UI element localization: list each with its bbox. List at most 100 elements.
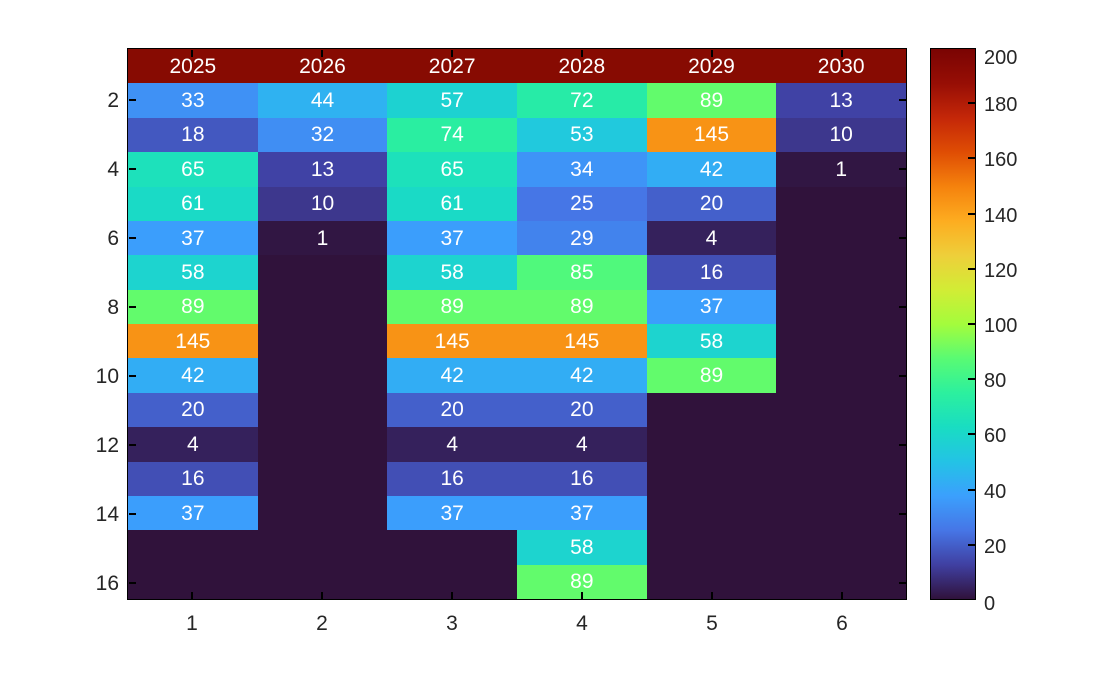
heatmap-cell-r15c4: 58 (517, 530, 647, 565)
heatmap-cell-r12c3: 4 (387, 427, 517, 462)
axis-tick-mark (841, 49, 843, 57)
heatmap-cell-r1c4: 2028 (517, 49, 647, 84)
y-tick-label-4: 4 (107, 157, 119, 181)
axis-tick-mark (321, 591, 323, 599)
heatmap-cell-r10c6 (776, 358, 906, 393)
heatmap-cell-r5c3: 61 (387, 186, 517, 221)
heatmap-cell-r1c5: 2029 (646, 49, 777, 84)
heatmap-cell-r5c4: 25 (517, 186, 647, 221)
heatmap-cell-r2c4: 72 (517, 83, 647, 118)
heatmap-cell-r7c1: 58 (128, 255, 258, 290)
axis-tick-mark (898, 167, 906, 170)
heatmap-cell-r6c2: 1 (257, 220, 388, 256)
heatmap-cell-r6c6 (776, 220, 906, 256)
heatmap-cell-r13c4: 16 (517, 461, 647, 496)
axis-tick-mark (898, 98, 906, 101)
heatmap-cell-r8c2 (257, 289, 388, 324)
heatmap-cell-r11c2 (257, 392, 388, 428)
axis-tick-mark (898, 581, 906, 584)
heatmap-cell-r7c6 (776, 255, 906, 290)
heatmap-cell-r2c2: 44 (257, 83, 388, 118)
axis-tick-mark (191, 591, 193, 599)
heatmap-cell-r9c6 (776, 324, 906, 359)
heatmap-cell-r4c3: 65 (387, 152, 517, 187)
heatmap-cell-r11c5 (646, 392, 777, 428)
heatmap-cell-r7c3: 58 (387, 255, 517, 290)
colorbar-tick-label-0: 0 (984, 593, 996, 615)
heatmap-cell-r13c1: 16 (128, 461, 258, 496)
colorbar-tick-label-100: 100 (984, 315, 1018, 337)
heatmap-cell-r6c4: 29 (517, 220, 647, 256)
axis-tick-mark (898, 236, 906, 239)
y-tick-label-2: 2 (107, 88, 119, 112)
heatmap-cell-r8c4: 89 (517, 289, 647, 324)
heatmap-cell-r9c5: 58 (646, 324, 777, 359)
heatmap-cell-r5c6 (776, 186, 906, 221)
axis-tick-mark (128, 512, 136, 515)
heatmap-cell-r9c1: 145 (128, 324, 258, 359)
heatmap-cell-r2c1: 33 (128, 83, 258, 118)
heatmap-cell-r2c5: 89 (646, 83, 777, 118)
colorbar-tick-mark (967, 488, 975, 491)
y-tick-label-8: 8 (107, 295, 119, 319)
heatmap-cell-r10c1: 42 (128, 358, 258, 393)
axis-tick-mark (898, 374, 906, 377)
colorbar-tick-label-200: 200 (984, 47, 1018, 69)
heatmap-cell-r9c3: 145 (387, 324, 517, 359)
heatmap-cell-r5c2: 10 (257, 186, 388, 221)
heatmap-cell-r15c3 (387, 530, 517, 565)
heatmap-cell-r6c3: 37 (387, 220, 517, 256)
axis-tick-mark (128, 374, 136, 377)
heatmap-cell-r3c1: 18 (128, 117, 258, 153)
x-tick-label-6: 6 (836, 612, 848, 635)
colorbar-tick-mark (967, 378, 975, 381)
axis-tick-mark (898, 305, 906, 308)
heatmap-cell-r7c4: 85 (517, 255, 647, 290)
heatmap-cell-r3c2: 32 (257, 117, 388, 153)
heatmap-cell-r12c1: 4 (128, 427, 258, 462)
colorbar-tick-label-140: 140 (984, 204, 1018, 227)
axis-tick-mark (128, 98, 136, 101)
heatmap-cell-r11c3: 20 (387, 392, 517, 428)
heatmap-cell-r1c3: 2027 (387, 49, 517, 84)
axis-tick-mark (841, 591, 843, 599)
axis-tick-mark (451, 49, 453, 57)
heatmap-cell-r3c5: 145 (646, 117, 777, 153)
heatmap-cell-r9c2 (257, 324, 388, 359)
heatmap-cell-r14c5 (646, 495, 777, 531)
heatmap-cell-r15c2 (257, 530, 388, 565)
heatmap-cell-r13c2 (257, 461, 388, 496)
axis-tick-mark (321, 49, 323, 57)
colorbar-tick-mark (967, 267, 975, 270)
heatmap-cell-r7c5: 16 (646, 255, 777, 290)
heatmap-cell-r2c6: 13 (776, 83, 906, 118)
colorbar-tick-label-40: 40 (984, 480, 1007, 503)
axis-tick-mark (128, 305, 136, 308)
colorbar-tick-label-180: 180 (984, 94, 1018, 117)
x-tick-label-3: 3 (446, 612, 458, 635)
x-tick-label-5: 5 (706, 612, 718, 635)
heatmap-cell-r14c4: 37 (517, 495, 647, 531)
heatmap-cell-r4c1: 65 (128, 152, 258, 187)
colorbar-tick-label-60: 60 (984, 425, 1007, 448)
axis-tick-mark (581, 49, 583, 57)
y-tick-label-14: 14 (95, 502, 119, 526)
heatmap-cell-r2c3: 57 (387, 83, 517, 118)
heatmap-cell-r15c5 (646, 530, 777, 565)
heatmap-cell-r12c4: 4 (517, 427, 647, 462)
axis-tick-mark (898, 512, 906, 515)
axis-tick-mark (581, 591, 583, 599)
y-tick-label-16: 16 (95, 571, 119, 595)
heatmap-cell-r14c2 (257, 495, 388, 531)
heatmap-cell-r10c4: 42 (517, 358, 647, 393)
colorbar-tick-mark (967, 157, 975, 160)
axis-tick-mark (128, 236, 136, 239)
heatmap-cell-r4c4: 34 (517, 152, 647, 187)
heatmap-cell-r8c6 (776, 289, 906, 324)
heatmap-cell-r3c3: 74 (387, 117, 517, 153)
heatmap-cell-r13c5 (646, 461, 777, 496)
colorbar-tick-mark (967, 212, 975, 215)
colorbar-tick-label-80: 80 (984, 370, 1007, 393)
heatmap-cell-r10c2 (257, 358, 388, 393)
